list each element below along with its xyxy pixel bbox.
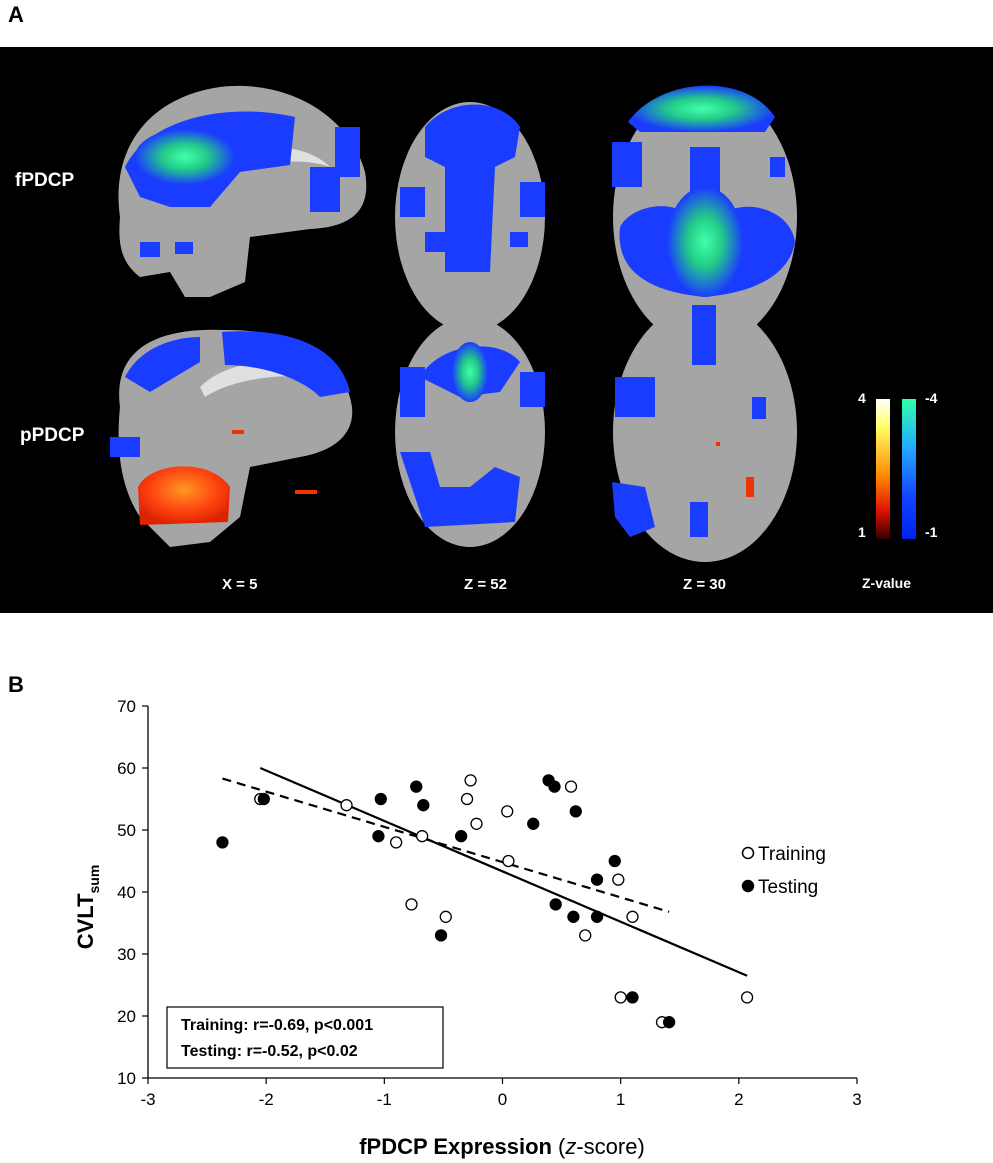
x-tick-label: 3 [852,1090,861,1109]
colorbar-neg-min: -1 [925,524,938,540]
point-testing [527,817,540,830]
scatter-chart: 10 20 30 40 50 60 70 -3 -2 -1 0 1 2 3 CVLTsum fPDCP E… [0,680,993,1163]
point-training [439,910,452,923]
point-training [564,780,578,793]
legend-label-testing: Testing [758,877,818,898]
point-testing [372,830,385,843]
point-training [501,805,514,818]
point-testing [548,780,561,793]
point-training [740,991,754,1004]
ppdcp-axial-30-slice [612,302,797,562]
point-training [470,817,483,830]
y-tick-label: 10 [117,1069,136,1088]
x-tick-label: -2 [259,1090,274,1109]
y-axis-title: CVLTsum [73,865,102,950]
stats-training: Training: r=-0.69, p<0.001 [181,1017,373,1034]
stats-box [166,1006,444,1069]
point-training [626,910,639,923]
fpdcp-sagittal-slice [118,85,367,298]
ppdcp-axial-52-slice [395,317,545,547]
fpdcp-axial-52-slice [395,102,545,332]
y-tick-label: 70 [117,697,136,716]
point-training [612,873,625,886]
point-testing [434,929,448,942]
point-testing [549,898,562,911]
legend-marker-training [741,846,755,860]
point-testing [417,799,430,812]
data-points [216,774,754,1029]
point-training [614,991,627,1004]
point-training [579,929,592,942]
point-training [460,792,474,806]
point-testing [454,830,468,843]
x-tick-label: -1 [377,1090,392,1109]
point-testing [410,780,423,793]
colorbar-neg-max: -4 [925,390,938,406]
ppdcp-sagittal-slice [110,329,353,547]
negative-colorbar [902,399,916,539]
stats-testing: Testing: r=-0.52, p<0.02 [181,1043,358,1060]
point-training [464,774,477,787]
point-testing [569,805,582,818]
row-label-fpdcp: fPDCP [15,170,75,191]
coord-label-z30: Z = 30 [683,576,726,593]
legend-marker-testing [741,879,755,893]
point-testing [590,873,604,886]
colorbar-pos-min: 1 [858,524,866,540]
point-testing [216,836,229,849]
point-testing [374,792,387,806]
colorbar-pos-max: 4 [858,390,866,406]
fit-line-testing [222,777,670,913]
point-training [340,799,353,812]
point-testing [626,991,639,1004]
point-training [389,836,403,849]
x-axis-title: fPDCP Expression (z-score) [359,1134,645,1159]
colorbar-title: Z-value [862,575,912,591]
legend-label-training: Training [758,844,826,865]
x-tick-label: -3 [140,1090,155,1109]
brain-image-panel: fPDCP pPDCP X = 5 Z = 52 Z = 30 4 1 -4 -… [0,47,993,613]
point-testing [662,1016,676,1029]
y-tick-label: 20 [117,1007,136,1026]
coord-label-x5: X = 5 [222,576,258,593]
point-training [405,898,418,911]
y-tick-label: 30 [117,945,136,964]
axes [142,705,858,1084]
panel-a-label: A [8,2,24,27]
fpdcp-axial-30-slice [612,85,797,347]
y-tick-label: 60 [117,759,136,778]
point-testing [257,792,270,806]
positive-colorbar [876,399,890,539]
tick-labels: 10 20 30 40 50 60 70 -3 -2 -1 0 1 2 3 [117,697,862,1109]
row-label-ppdcp: pPDCP [20,425,85,446]
scatter-chart-svg: 10 20 30 40 50 60 70 -3 -2 -1 0 1 2 3 CVLTsum fPDCP E… [73,697,862,1159]
point-testing [567,910,580,923]
x-tick-label: 0 [498,1090,507,1109]
point-training [502,854,515,868]
x-tick-label: 2 [734,1090,743,1109]
fit-line-training [259,766,748,977]
point-testing [608,854,621,868]
fit-lines [222,766,748,977]
y-tick-label: 50 [117,821,136,840]
brain-maps [110,85,916,562]
coord-label-z52: Z = 52 [464,576,507,593]
panel-b-label: B [8,672,24,697]
point-training [415,830,429,843]
point-testing [590,910,604,923]
x-tick-label: 1 [616,1090,625,1109]
y-tick-label: 40 [117,883,136,902]
